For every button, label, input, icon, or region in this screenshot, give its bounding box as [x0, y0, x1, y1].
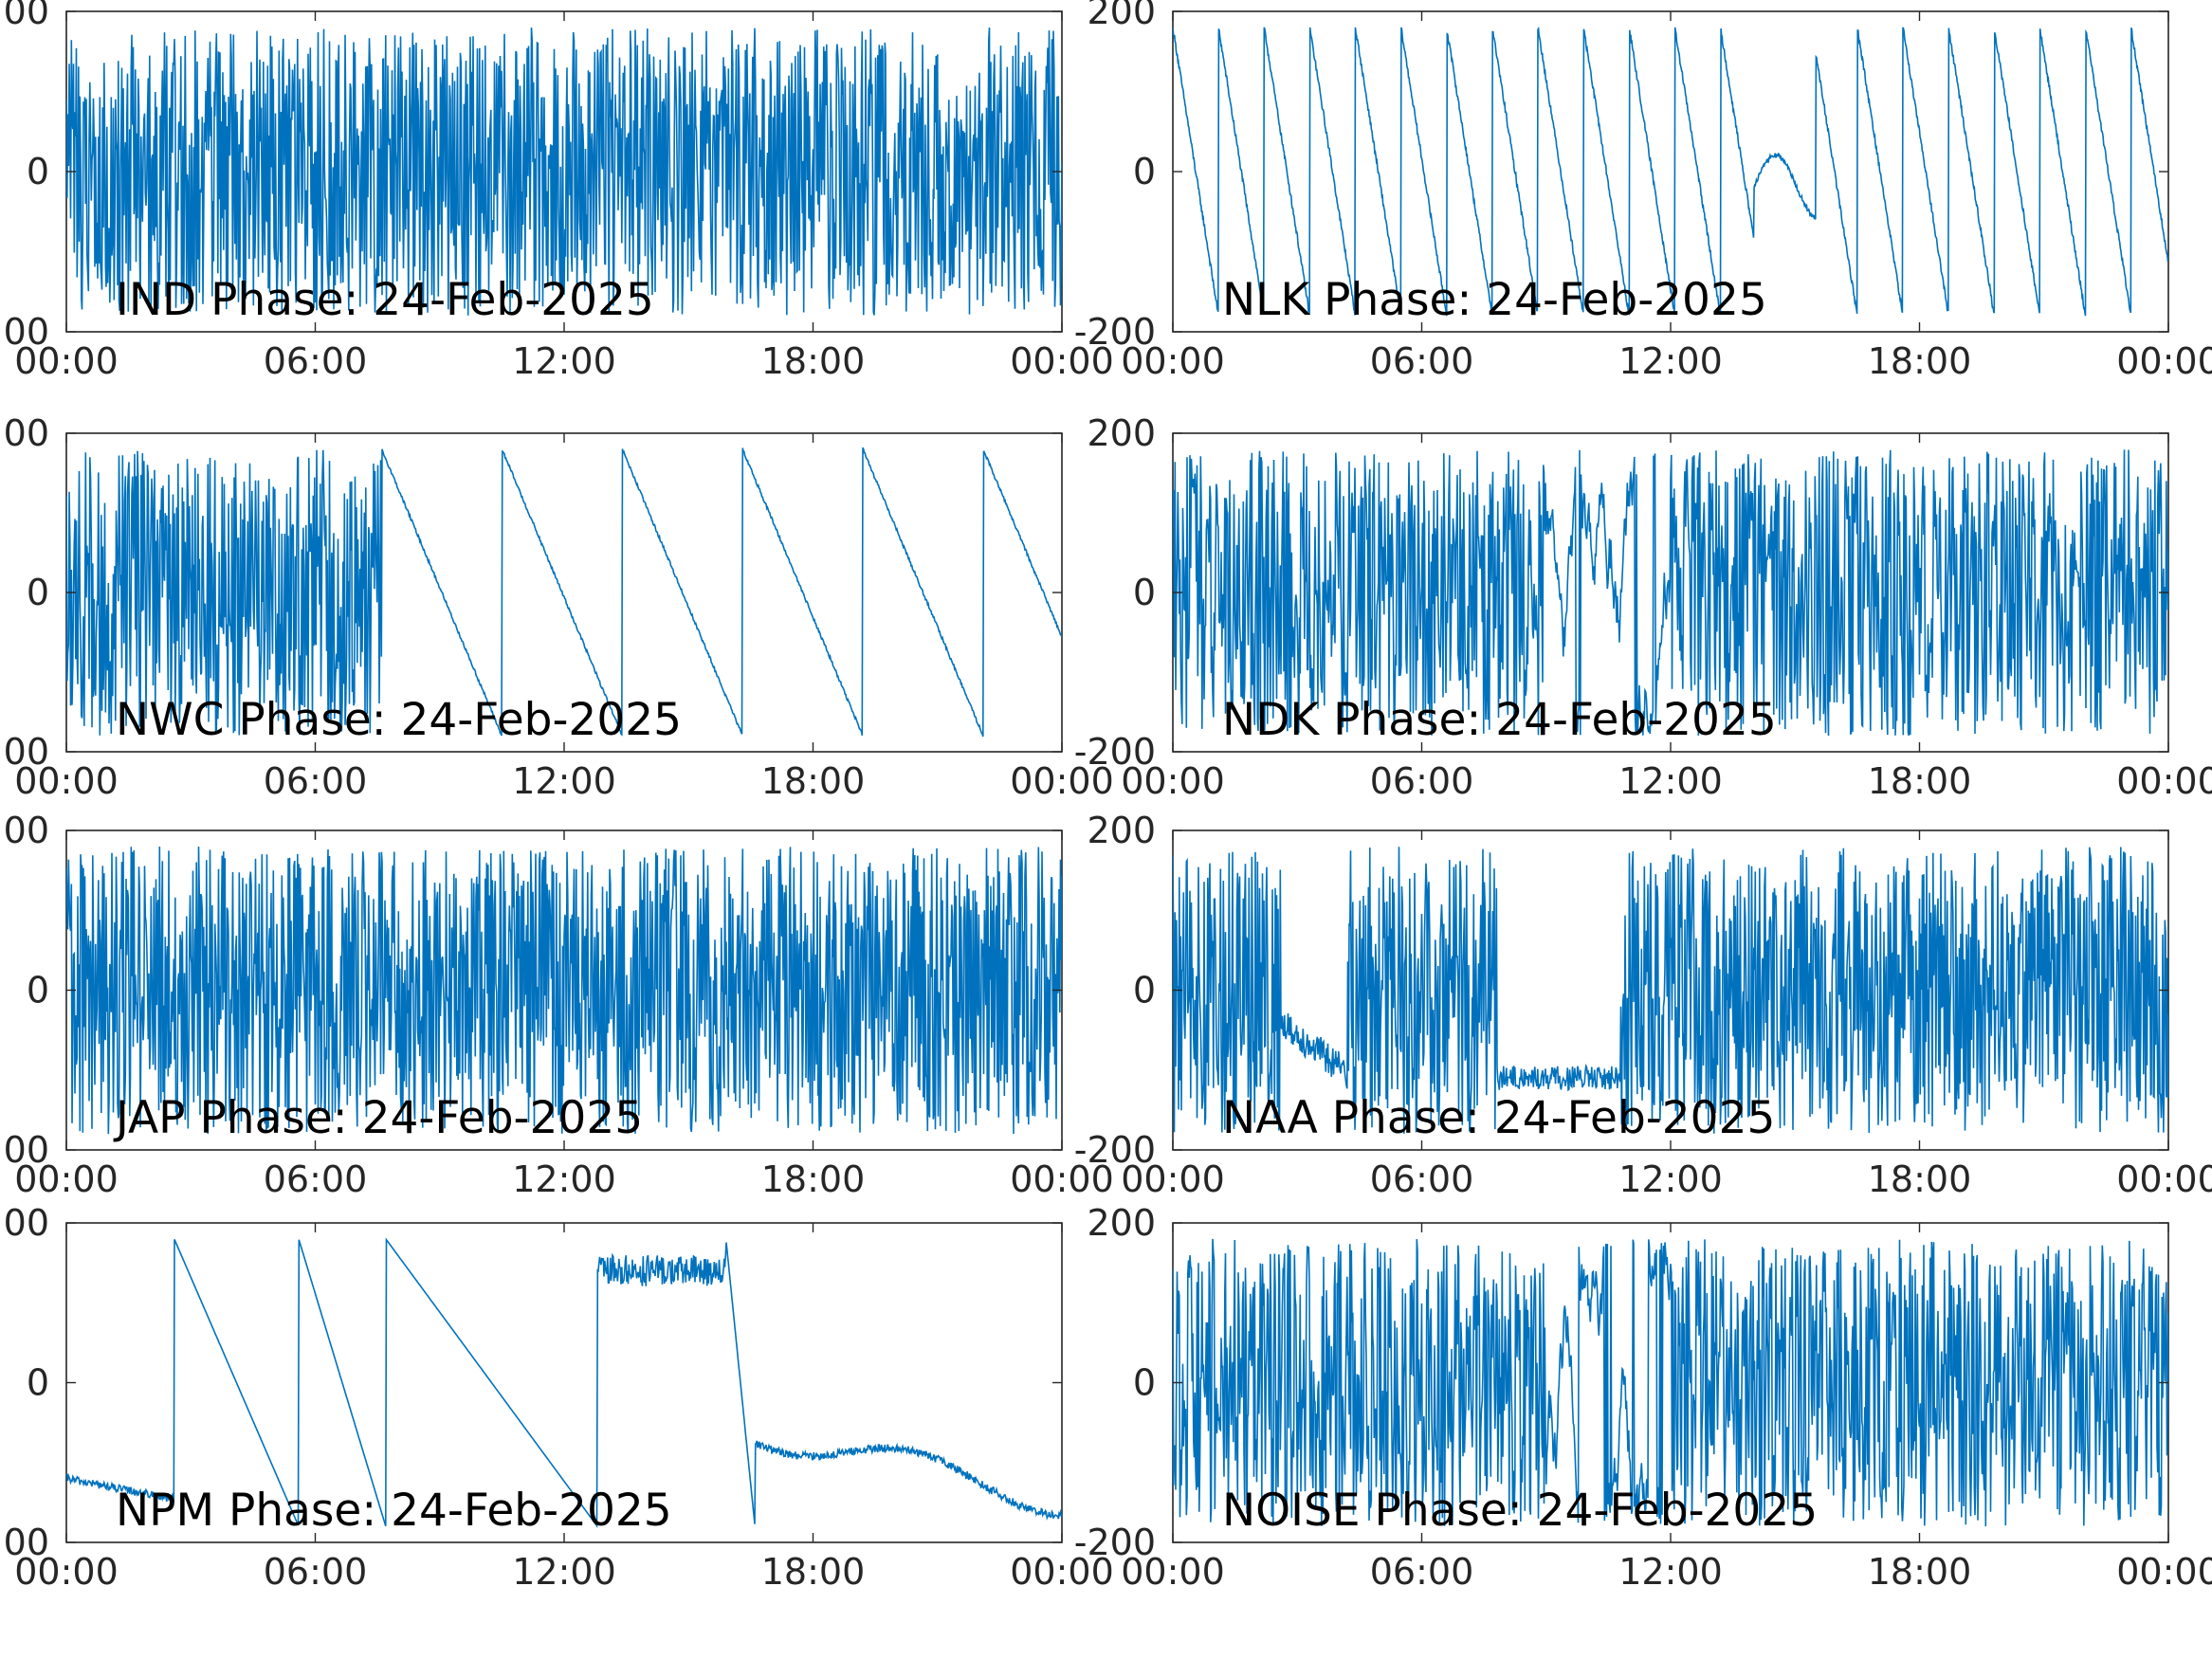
subplot-title: NPM Phase: 24-Feb-2025	[116, 1485, 672, 1537]
x-tick-label: 12:00	[1618, 340, 1723, 382]
y-tick-label: 0	[1133, 970, 1156, 1012]
x-tick-label: 00:00	[1121, 760, 1225, 802]
y-tick-label: 200	[1087, 412, 1156, 454]
x-tick-label: 06:00	[264, 340, 368, 382]
x-tick-label: 18:00	[761, 1158, 866, 1200]
x-tick-label: 18:00	[761, 1551, 866, 1593]
x-tick-label: 06:00	[264, 1158, 368, 1200]
x-tick-label: 00:00	[1010, 760, 1114, 802]
x-tick-label: 18:00	[761, 760, 866, 802]
x-tick-label: 12:00	[512, 340, 616, 382]
x-tick-label: 12:00	[512, 1158, 616, 1200]
x-tick-label: 00:00	[1121, 340, 1225, 382]
x-tick-label: 00:00	[1121, 1551, 1225, 1593]
y-tick-label: 0	[27, 970, 49, 1012]
x-tick-label: 12:00	[512, 1551, 616, 1593]
x-tick-label: 12:00	[1618, 1158, 1723, 1200]
phase-series-line	[66, 27, 1062, 316]
y-tick-label: 0	[27, 572, 49, 613]
y-tick-label: -200	[0, 1522, 49, 1563]
phase-series-line	[66, 1237, 1062, 1529]
subplot-title: NWC Phase: 24-Feb-2025	[116, 694, 682, 746]
x-tick-label: 00:00	[1010, 1158, 1114, 1200]
x-tick-label: 06:00	[1370, 1158, 1474, 1200]
subplot-title: NDK Phase: 24-Feb-2025	[1222, 694, 1777, 746]
x-tick-label: 12:00	[512, 760, 616, 802]
x-tick-label: 00:00	[14, 760, 119, 802]
x-tick-label: 12:00	[1618, 760, 1723, 802]
y-tick-label: 0	[1133, 151, 1156, 192]
y-tick-label: -200	[0, 1129, 49, 1171]
y-tick-label: 200	[0, 412, 49, 454]
y-tick-label: -200	[0, 311, 49, 353]
plot-area	[1172, 10, 2169, 333]
x-tick-label: 00:00	[14, 1551, 119, 1593]
y-tick-label: 200	[0, 1202, 49, 1244]
x-tick-label: 06:00	[1370, 1551, 1474, 1593]
x-tick-label: 06:00	[1370, 340, 1474, 382]
x-tick-label: 00:00	[1010, 340, 1114, 382]
subplot-title: NOISE Phase: 24-Feb-2025	[1222, 1485, 1818, 1537]
x-tick-label: 06:00	[264, 760, 368, 802]
y-tick-label: 0	[1133, 1362, 1156, 1404]
x-tick-label: 00:00	[14, 1158, 119, 1200]
y-tick-label: -200	[1074, 1129, 1156, 1171]
x-tick-label: 18:00	[1868, 340, 1972, 382]
x-tick-label: 00:00	[14, 340, 119, 382]
x-tick-label: 18:00	[1868, 1158, 1972, 1200]
phase-series-line	[1173, 449, 2168, 737]
x-tick-label: 18:00	[1868, 760, 1972, 802]
x-tick-label: 00:00	[1010, 1551, 1114, 1593]
x-tick-label: 00:00	[1121, 1158, 1225, 1200]
x-tick-label: 18:00	[761, 340, 866, 382]
x-tick-label: 00:00	[2116, 340, 2212, 382]
subplot-title: JAP Phase: 24-Feb-2025	[113, 1092, 643, 1144]
phase-series-line	[1173, 847, 2168, 1134]
subplot-title: IND Phase: 24-Feb-2025	[116, 274, 654, 326]
y-tick-label: 200	[1087, 0, 1156, 32]
x-tick-label: 00:00	[2116, 1158, 2212, 1200]
phase-series-line	[1173, 1238, 2168, 1527]
y-tick-label: 200	[0, 810, 49, 851]
phase-series-line	[66, 447, 1062, 738]
x-tick-label: 12:00	[1618, 1551, 1723, 1593]
y-tick-label: -200	[1074, 1522, 1156, 1563]
y-tick-label: 200	[0, 0, 49, 32]
phase-series-line	[66, 846, 1062, 1135]
y-tick-label: 0	[1133, 572, 1156, 613]
subplot-title: NAA Phase: 24-Feb-2025	[1222, 1092, 1775, 1144]
y-tick-label: -200	[0, 731, 49, 773]
subplot-title: NLK Phase: 24-Feb-2025	[1222, 274, 1767, 326]
x-tick-label: 06:00	[1370, 760, 1474, 802]
y-tick-label: -200	[1074, 731, 1156, 773]
y-tick-label: 0	[27, 151, 49, 192]
plot-area	[65, 1222, 1063, 1543]
y-tick-label: 200	[1087, 810, 1156, 851]
x-tick-label: 00:00	[2116, 1551, 2212, 1593]
x-tick-label: 18:00	[1868, 1551, 1972, 1593]
y-tick-label: 200	[1087, 1202, 1156, 1244]
x-tick-label: 06:00	[264, 1551, 368, 1593]
y-tick-label: -200	[1074, 311, 1156, 353]
phase-series-line	[1173, 26, 2168, 317]
y-tick-label: 0	[27, 1362, 49, 1404]
x-tick-label: 00:00	[2116, 760, 2212, 802]
